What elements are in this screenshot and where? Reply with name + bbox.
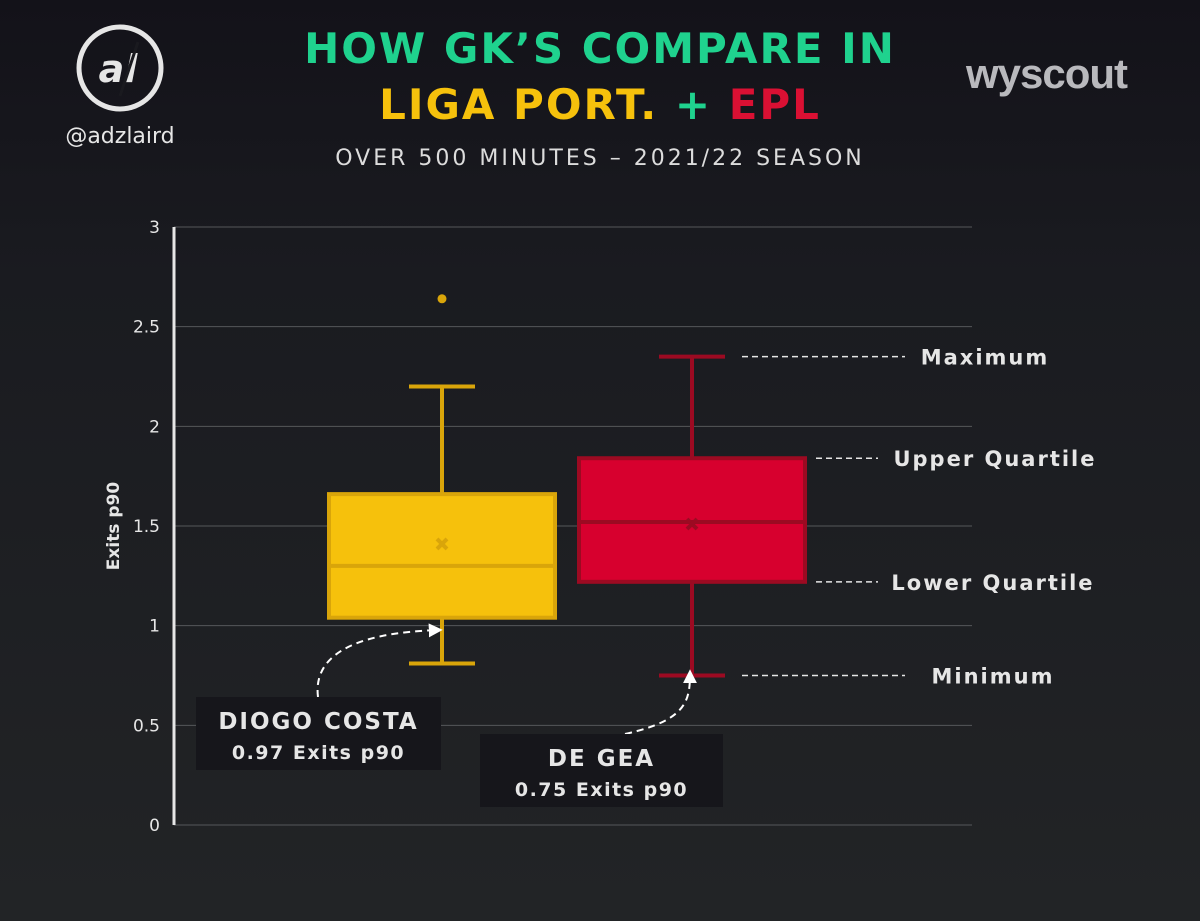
- chart-subtitle: OVER 500 MINUTES – 2021/22 SEASON: [335, 146, 865, 171]
- annotation-label: Minimum: [932, 665, 1055, 689]
- mean-marker: [435, 537, 449, 551]
- author-handle: @adzlaird: [65, 124, 175, 149]
- callout-arrow: [316, 623, 443, 698]
- title-liga: LIGA PORT.: [379, 80, 659, 129]
- callout-value: 0.97 Exits p90: [232, 742, 405, 764]
- y-tick-label: 0.5: [133, 716, 160, 736]
- y-tick-label: 1: [149, 617, 160, 637]
- title-epl: EPL: [728, 80, 821, 129]
- wyscout-logo: wyscout: [966, 50, 1128, 97]
- annotation-label: Upper Quartile: [893, 447, 1096, 471]
- box-series-liga: [327, 294, 557, 666]
- callout-name: DE GEA: [548, 746, 655, 772]
- callout-name: DIOGO COSTA: [218, 709, 418, 735]
- callout-value: 0.75 Exits p90: [515, 779, 688, 801]
- callout-box: [480, 734, 723, 807]
- y-tick-label: 1.5: [133, 517, 160, 537]
- annotation-label: Maximum: [921, 346, 1050, 370]
- outlier-point: [437, 294, 447, 304]
- iqr-box: [327, 492, 557, 620]
- callout-box: [196, 697, 441, 770]
- callout-arrow: [624, 669, 697, 735]
- title-plus: +: [674, 80, 713, 129]
- mean-marker: [685, 517, 699, 531]
- y-tick-label: 2: [149, 417, 160, 437]
- y-axis-label: Exits p90: [104, 482, 124, 571]
- chart-title-line1: HOW GK’S COMPARE IN: [304, 24, 896, 73]
- logo-text: al: [99, 47, 139, 91]
- y-tick-label: 0: [149, 816, 160, 836]
- y-tick-label: 3: [149, 218, 160, 238]
- chart-title-line2: LIGA PORT. + EPL: [0, 80, 1200, 129]
- author-logo-icon: al: [76, 24, 164, 112]
- annotation-label: Lower Quartile: [891, 571, 1094, 595]
- y-tick-label: 2.5: [133, 318, 160, 338]
- box-series-epl: [577, 354, 807, 678]
